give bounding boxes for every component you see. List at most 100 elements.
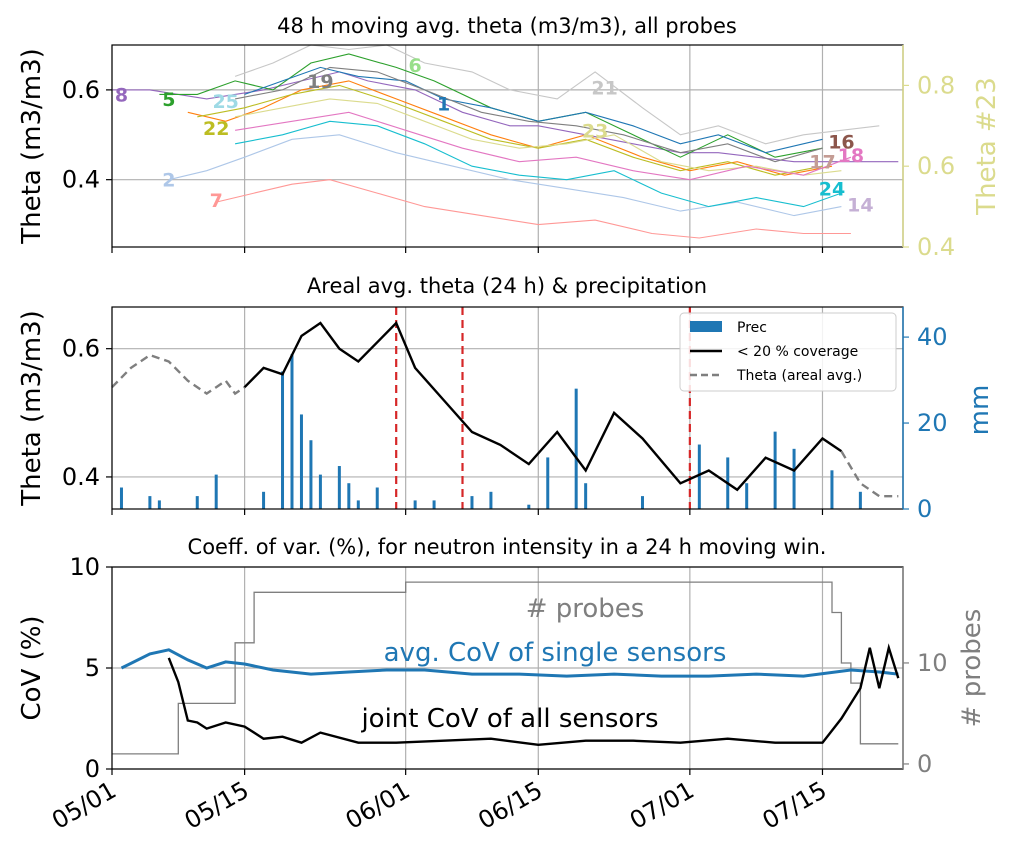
precip-bar [262,491,266,509]
precip-bar [546,457,550,509]
y2-tick-label: 20 [917,409,948,437]
probe-series-line [234,66,823,163]
x-axis-date-labels: 05/01 05/15 06/01 06/15 07/01 07/15 [47,776,831,835]
precip-bar [640,496,644,509]
precip-bar [290,354,294,509]
panel-3-ticks: 0 5 10 0 10 [69,553,947,783]
x-date-label: 06/15 [473,776,547,835]
x-date-label: 07/15 [758,776,832,835]
legend-swatch-prec [690,321,722,332]
probe-label: 7 [210,190,223,212]
y-tick-label: 5 [85,654,100,682]
probe-label: 6 [409,55,422,77]
precip-bar [527,504,531,509]
probe-series-line [168,134,842,217]
precip-bar [119,487,123,509]
panel-3-series [112,581,900,755]
probe-label: 19 [307,71,333,93]
panel-1-ticks: 0.4 0.6 0.4 0.6 0.8 [62,71,955,261]
probe-label: 5 [162,89,175,111]
panel-2-y2label: mm [965,385,995,436]
panel-1-ylabel: Theta (m3/m3) [17,48,47,245]
probe-series-line [159,53,823,158]
probe-series-line [235,111,852,181]
precip-bar [337,466,341,509]
joint-cov-line [167,643,900,747]
panel-3-title: Coeff. of var. (%), for neutron intensit… [188,535,827,559]
precip-bar [773,431,777,509]
y-tick-label: 0.6 [62,335,100,363]
x-date-label: 06/01 [341,776,415,835]
precip-bar [574,388,578,509]
y2-tick-label: 0 [917,750,932,778]
probe-label: 1 [437,93,450,115]
precip-bar [309,440,313,509]
legend-label-theta: Theta (areal avg.) [736,368,862,384]
precip-bar [148,496,152,509]
precip-bar [432,500,436,509]
probe-label: 21 [591,78,617,100]
probe-label: 25 [212,91,238,113]
y-tick-label: 0.4 [62,166,100,194]
probe-label: 14 [847,194,873,216]
panel-2-event-lines [395,307,691,509]
precip-bar [470,496,474,509]
y-tick-label: 0.6 [62,76,100,104]
annotation-joint-cov: joint CoV of all sensors [360,704,658,734]
y-tick-label: 0.4 [62,463,100,491]
precip-bar [697,444,701,509]
probe-series-line [112,71,899,163]
x-date-label: 07/01 [625,776,699,835]
panel-3: Coeff. of var. (%), for neutron intensit… [17,535,987,783]
probe-series-line [216,179,851,239]
precip-bar [413,500,417,509]
precip-bar [584,483,588,509]
precip-bar [281,371,285,509]
precip-bar [489,491,493,509]
panel-3-y2label: # probes [957,609,987,728]
y2-tick-label: 10 [917,649,948,677]
annotation-num-probes: # probes [526,594,645,624]
panel-2-legend: Prec < 20 % coverage Theta (areal avg.) [679,312,897,392]
theta-areal-dashed-line [111,353,246,396]
y-tick-label: 10 [69,553,100,581]
probe-series-line [234,44,880,145]
probe-label: 8 [115,84,128,106]
y2-tick-label: 40 [917,323,948,351]
legend-box [679,312,897,392]
precip-bar [195,496,199,509]
panel-1-title: 48 h moving avg. theta (m3/m3), all prob… [277,14,737,38]
legend-label-prec: Prec [737,320,767,336]
panel-2-ticks: 0.4 0.6 0 20 40 [62,323,948,523]
panel-2-series [111,320,899,498]
probe-label: 18 [838,145,864,167]
panel-2: Areal avg. theta (24 h) & precipitation … [17,274,995,523]
avg-cov-line [120,648,899,678]
panel-2-ylabel: Theta (m3/m3) [17,310,47,507]
panel-2-title: Areal avg. theta (24 h) & precipitation [307,274,707,298]
precip-bar [858,491,862,509]
probe-label: 2 [162,170,175,192]
x-date-label: 05/01 [47,776,121,835]
annotation-avg-cov: avg. CoV of single sensors [384,638,727,668]
probe-label: 16 [828,132,854,154]
probe-label: 23 [582,120,608,142]
precip-bar [830,470,834,509]
theta-coverage-line [243,320,843,492]
probe-label: 22 [203,118,229,140]
probe-series-line [234,120,842,208]
precip-bar [347,483,351,509]
theta-areal-dashed-end-line [840,450,899,498]
precip-bar [745,483,749,509]
legend-label-coverage: < 20 % coverage [737,344,858,360]
precip-bar [157,500,161,509]
precip-bar [318,474,322,509]
y2-tick-label: 0.8 [917,71,955,99]
y2-tick-label: 0.6 [917,152,955,180]
precip-bar [299,414,303,509]
precip-bar [792,448,796,509]
panel-1-y2label: Theta #23 [972,77,1002,216]
panel-3-grid [111,566,903,770]
precip-bar [356,500,360,509]
